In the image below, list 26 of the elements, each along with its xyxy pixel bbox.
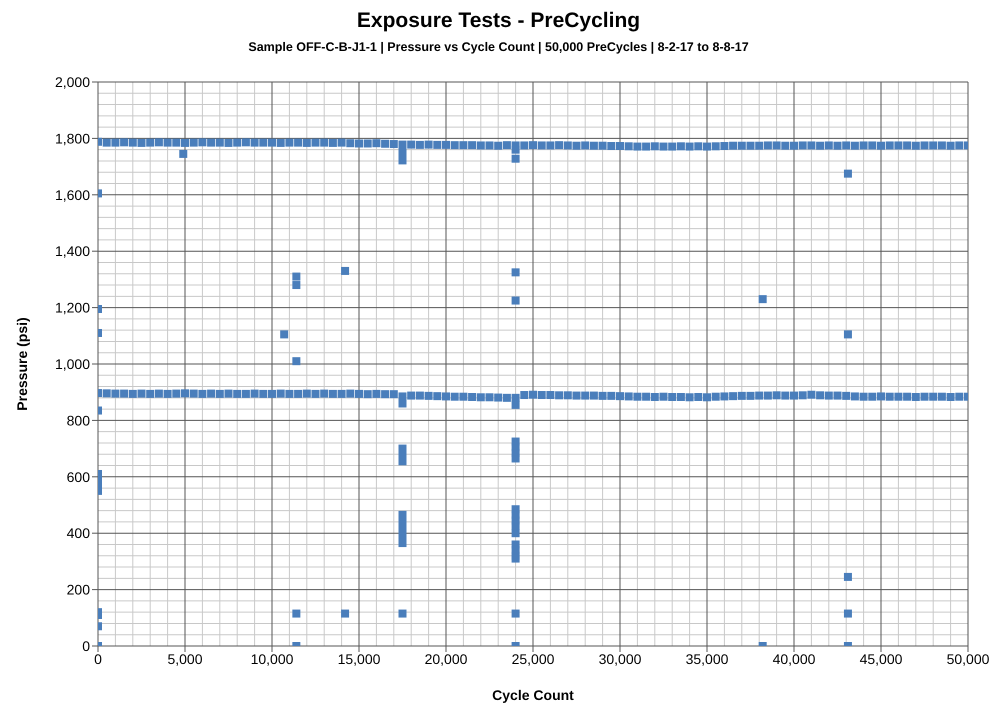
x-tick-label: 50,000 [946, 650, 990, 667]
y-tick-label: 200 [66, 582, 90, 598]
x-tick-label: 40,000 [772, 650, 816, 667]
y-tick-label: 1,000 [54, 356, 90, 372]
x-tick-label: 0 [94, 650, 102, 667]
x-tick-label: 35,000 [686, 650, 729, 667]
x-tick-label: 25,000 [512, 650, 555, 667]
x-tick-label: 10,000 [250, 650, 294, 667]
y-tick-label: 800 [66, 412, 90, 428]
y-tick-label: 1,400 [54, 243, 90, 260]
x-tick-label: 15,000 [338, 650, 381, 667]
y-tick-label: 1,800 [54, 130, 90, 146]
x-tick-label: 20,000 [424, 650, 468, 667]
y-tick-label: 1,200 [54, 300, 90, 316]
chart-subtitle: Sample OFF-C-B-J1-1 | Pressure vs Cycle Count | 50,000 PreCycles | 8-2-17 to 8-8-17 [247, 39, 750, 56]
x-tick-label: 30,000 [598, 650, 642, 667]
x-tick-label: 45,000 [860, 650, 903, 667]
y-tick-label: 2,000 [54, 74, 90, 90]
y-tick-label: 400 [66, 525, 90, 542]
chart-title: Exposure Tests - PreCycling [356, 8, 642, 34]
y-tick-label: 0 [82, 638, 90, 654]
x-tick-label: 5,000 [167, 650, 203, 667]
y-axis-title: Pressure (psi) [14, 317, 30, 411]
y-tick-label: 600 [66, 468, 90, 485]
x-axis-title: Cycle Count [492, 687, 574, 703]
y-tick-label: 1,600 [54, 186, 90, 203]
